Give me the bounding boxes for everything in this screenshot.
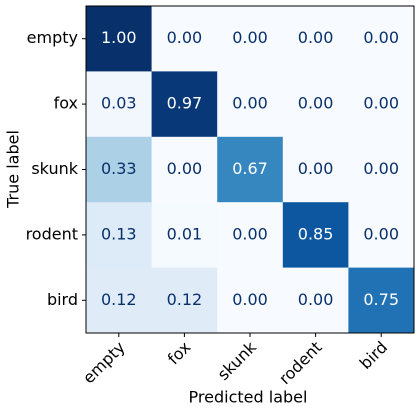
x-tick-label: empty <box>79 338 129 388</box>
cell-label: 0.97 <box>167 94 203 113</box>
cell-label: 0.01 <box>167 224 203 243</box>
cell <box>151 71 218 138</box>
cell <box>348 6 415 72</box>
cell-label: 0.12 <box>167 290 203 309</box>
y-tick-label: fox <box>54 94 78 113</box>
cell <box>151 267 218 334</box>
cell <box>348 136 415 203</box>
cell <box>282 136 349 203</box>
cell <box>348 71 415 138</box>
cell <box>282 202 349 269</box>
cell-label: 0.00 <box>298 94 334 113</box>
cell <box>217 6 284 72</box>
cell-label: 0.03 <box>101 94 137 113</box>
cell <box>151 136 218 203</box>
cell-label: 0.00 <box>363 159 399 178</box>
cell <box>86 267 153 334</box>
x-tick-label: bird <box>356 338 391 373</box>
cell <box>282 6 349 72</box>
cell-label: 0.00 <box>232 224 268 243</box>
cell-label: 0.75 <box>363 290 399 309</box>
y-axis-label: True label <box>4 130 23 209</box>
cell-label: 0.00 <box>232 28 268 47</box>
cell-label: 0.33 <box>101 159 137 178</box>
cell <box>86 136 153 203</box>
cell-label: 0.00 <box>167 159 203 178</box>
cell-label: 0.00 <box>298 290 334 309</box>
cell <box>217 267 284 334</box>
cell-label: 0.00 <box>232 290 268 309</box>
cell-label: 0.85 <box>298 224 334 243</box>
cell-label: 0.00 <box>298 159 334 178</box>
cell <box>348 202 415 269</box>
cell-label: 0.00 <box>363 94 399 113</box>
cell-label: 0.67 <box>232 159 268 178</box>
x-tick-label: fox <box>164 338 195 369</box>
cell <box>348 267 415 334</box>
cell <box>217 136 284 203</box>
cell-label: 0.00 <box>363 224 399 243</box>
x-axis-label: Predicted label <box>189 388 308 407</box>
cell <box>151 202 218 269</box>
y-tick-label: skunk <box>31 159 78 178</box>
y-tick-label: empty <box>27 28 78 47</box>
y-tick-label: bird <box>47 290 78 309</box>
cell-label: 0.13 <box>101 224 137 243</box>
cell <box>217 202 284 269</box>
cell <box>86 202 153 269</box>
cell <box>86 6 153 72</box>
cell-label: 0.00 <box>167 28 203 47</box>
cell-label: 0.00 <box>298 28 334 47</box>
cell <box>151 6 218 72</box>
x-tick-label: rodent <box>275 338 326 389</box>
cell <box>217 71 284 138</box>
cell-label: 1.00 <box>101 28 137 47</box>
cell <box>86 71 153 138</box>
cell-label: 0.12 <box>101 290 137 309</box>
cell-label: 0.00 <box>363 28 399 47</box>
cell-label: 0.00 <box>232 94 268 113</box>
x-tick-label: skunk <box>214 337 261 384</box>
cell <box>282 71 349 138</box>
cell <box>282 267 349 334</box>
y-tick-label: rodent <box>26 224 78 243</box>
